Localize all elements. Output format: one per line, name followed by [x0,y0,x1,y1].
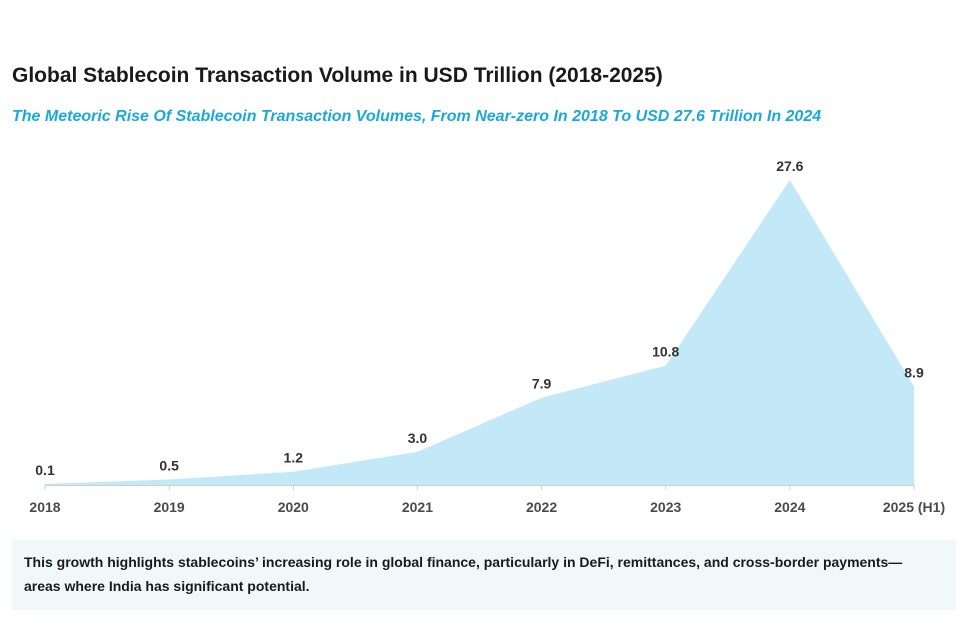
x-tick-label: 2019 [154,499,185,515]
chart-subtitle: The Meteoric Rise Of Stablecoin Transact… [12,108,822,125]
data-label: 8.9 [904,365,924,381]
footnote-box: This growth highlights stablecoins’ incr… [12,540,956,610]
x-tick-label: 2018 [29,499,60,515]
data-label: 7.9 [532,376,552,392]
chart-title: Global Stablecoin Transaction Volume in … [12,64,663,87]
x-tick-label: 2025 (H1) [883,499,945,515]
x-tick-label: 2024 [774,499,805,515]
x-tick-label: 2021 [402,499,433,515]
area-chart: 2018 2019 2020 2021 2022 2023 2024 2025 (H1) 0.… [29,158,945,515]
data-label: 10.8 [652,344,679,360]
data-label: 0.1 [35,462,55,478]
data-label: 0.5 [159,457,179,473]
data-label: 27.6 [776,158,803,174]
x-tick-label: 2022 [526,499,557,515]
data-label: 3.0 [408,430,428,446]
footnote-line-2: areas where India has significant potent… [24,578,310,594]
area-series [45,180,914,485]
data-label: 1.2 [284,450,304,466]
x-tick-label: 2020 [278,499,309,515]
x-tick-label: 2023 [650,499,681,515]
footnote-line-1: This growth highlights stablecoins’ incr… [24,554,903,570]
